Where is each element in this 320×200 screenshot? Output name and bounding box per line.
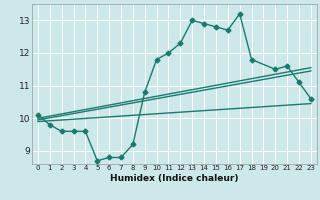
X-axis label: Humidex (Indice chaleur): Humidex (Indice chaleur) (110, 174, 239, 183)
